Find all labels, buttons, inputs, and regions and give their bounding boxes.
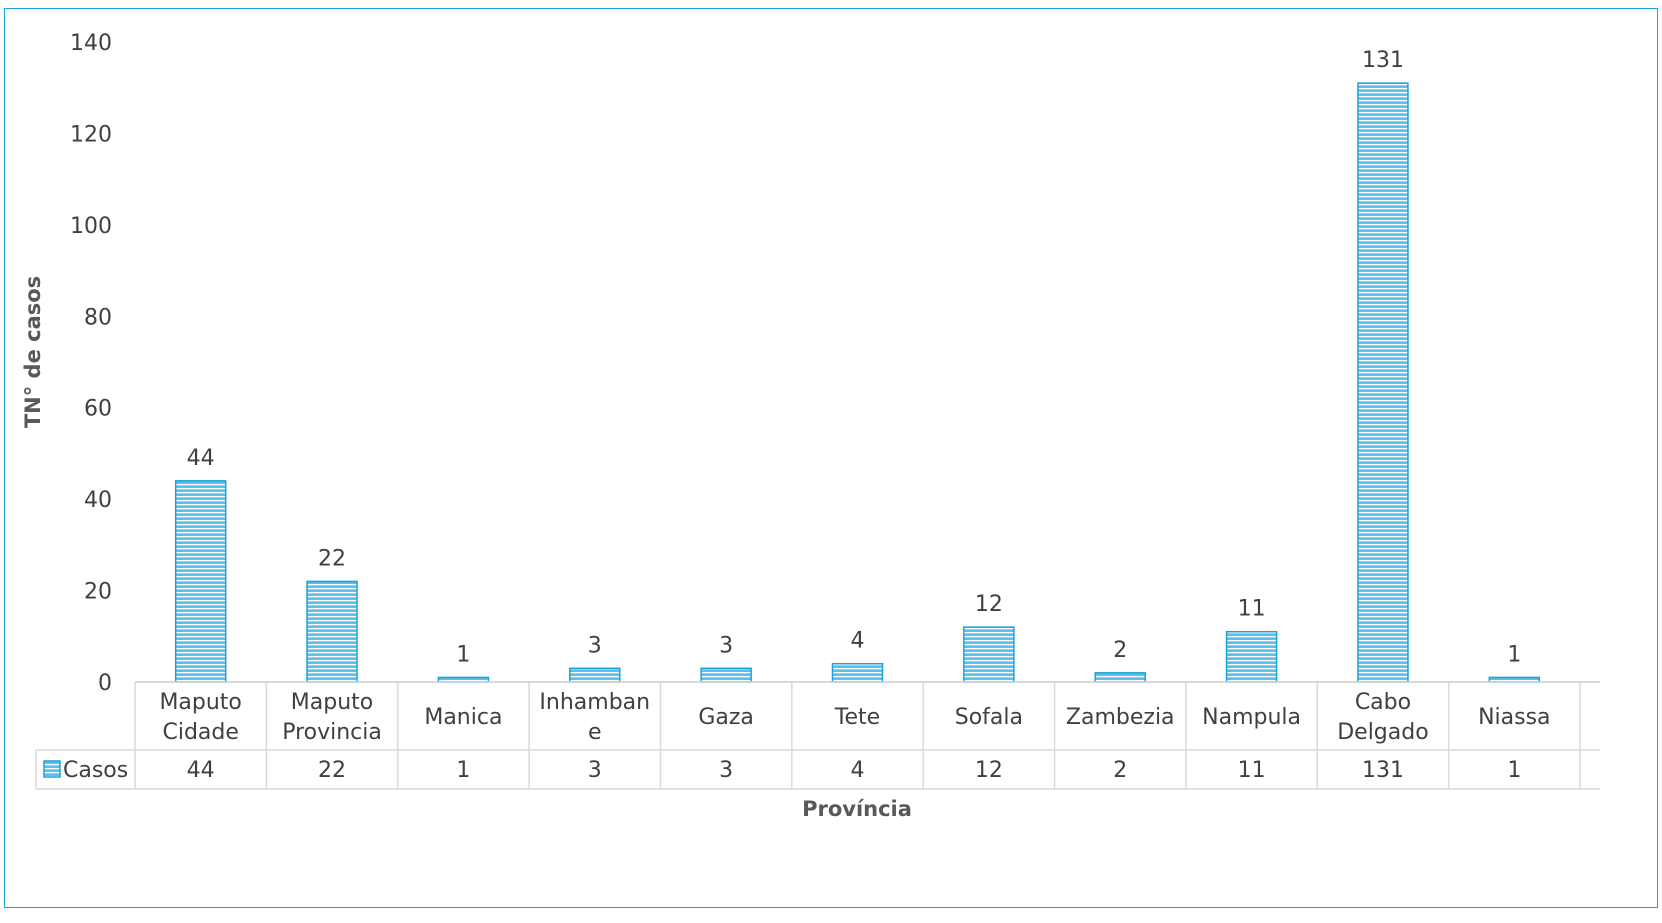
y-tick-label: 100	[70, 214, 112, 239]
bar-data-label: 131	[1362, 48, 1404, 73]
bar	[1225, 630, 1278, 683]
category-label: Cidade	[162, 720, 238, 745]
category-label: e	[588, 720, 602, 745]
bar	[831, 662, 884, 683]
table-value: 1	[456, 758, 470, 783]
data-labels: 44 22 1 3 3 4 12 2 11 131 1	[187, 48, 1522, 667]
bar	[963, 626, 1015, 683]
table-value: 2	[1113, 758, 1127, 783]
legend-key	[43, 760, 61, 778]
bar	[569, 667, 621, 683]
y-tick-label: 140	[70, 31, 112, 56]
category-label: Tete	[834, 705, 880, 730]
y-tick-label: 40	[84, 488, 112, 513]
category-label: Niassa	[1478, 705, 1550, 730]
category-label: Provincia	[282, 720, 382, 745]
bar-data-label: 11	[1238, 597, 1266, 622]
legend-series-name: Casos	[63, 758, 128, 783]
bar-data-label: 3	[588, 633, 602, 658]
bar	[1357, 82, 1409, 683]
table-value: 44	[187, 758, 215, 783]
bar	[700, 667, 752, 683]
category-label: Zambezia	[1066, 705, 1175, 730]
table-value: 131	[1362, 758, 1404, 783]
y-tick-label: 120	[70, 122, 112, 147]
bar-data-label: 12	[975, 592, 1003, 617]
table-value: 4	[851, 758, 865, 783]
table-value: 3	[719, 758, 733, 783]
y-tick-label: 20	[84, 580, 112, 605]
chart-frame	[4, 8, 1658, 908]
bar-data-label: 22	[318, 546, 346, 571]
category-label: Delgado	[1337, 720, 1428, 745]
category-label: Maputo	[291, 690, 373, 715]
bar	[306, 580, 358, 683]
category-label: Manica	[424, 705, 502, 730]
y-axis-title: TN° de casos	[21, 276, 45, 428]
category-label: Cabo	[1355, 690, 1411, 715]
bar-data-label: 1	[456, 642, 470, 667]
bar	[1094, 672, 1146, 683]
bar-data-label: 3	[719, 633, 733, 658]
table-value: 1	[1507, 758, 1521, 783]
bars	[174, 82, 1541, 683]
category-label: Gaza	[698, 705, 754, 730]
y-tick-label: 80	[84, 305, 112, 330]
category-label: Inhamban	[539, 690, 650, 715]
bar-data-label: 1	[1507, 642, 1521, 667]
category-label: Sofala	[955, 705, 1023, 730]
table-value: 12	[975, 758, 1003, 783]
table-value: 22	[318, 758, 346, 783]
y-tick-label: 0	[98, 671, 112, 696]
data-table: Maputo Cidade Maputo Provincia Manica Inhamba…	[35, 681, 1600, 790]
y-axis-title-group: TN° de casos	[21, 276, 45, 428]
bar	[174, 480, 227, 683]
bar-data-label: 4	[851, 629, 865, 654]
bar-data-label: 2	[1113, 638, 1127, 663]
x-axis-title-group: Província	[802, 797, 912, 821]
table-value: 3	[588, 758, 602, 783]
category-label: Maputo	[159, 690, 241, 715]
bar-data-label: 44	[187, 446, 215, 471]
y-tick-label: 60	[84, 397, 112, 422]
category-label: Nampula	[1202, 705, 1301, 730]
table-value: 11	[1238, 758, 1266, 783]
x-axis-title: Província	[802, 797, 912, 821]
